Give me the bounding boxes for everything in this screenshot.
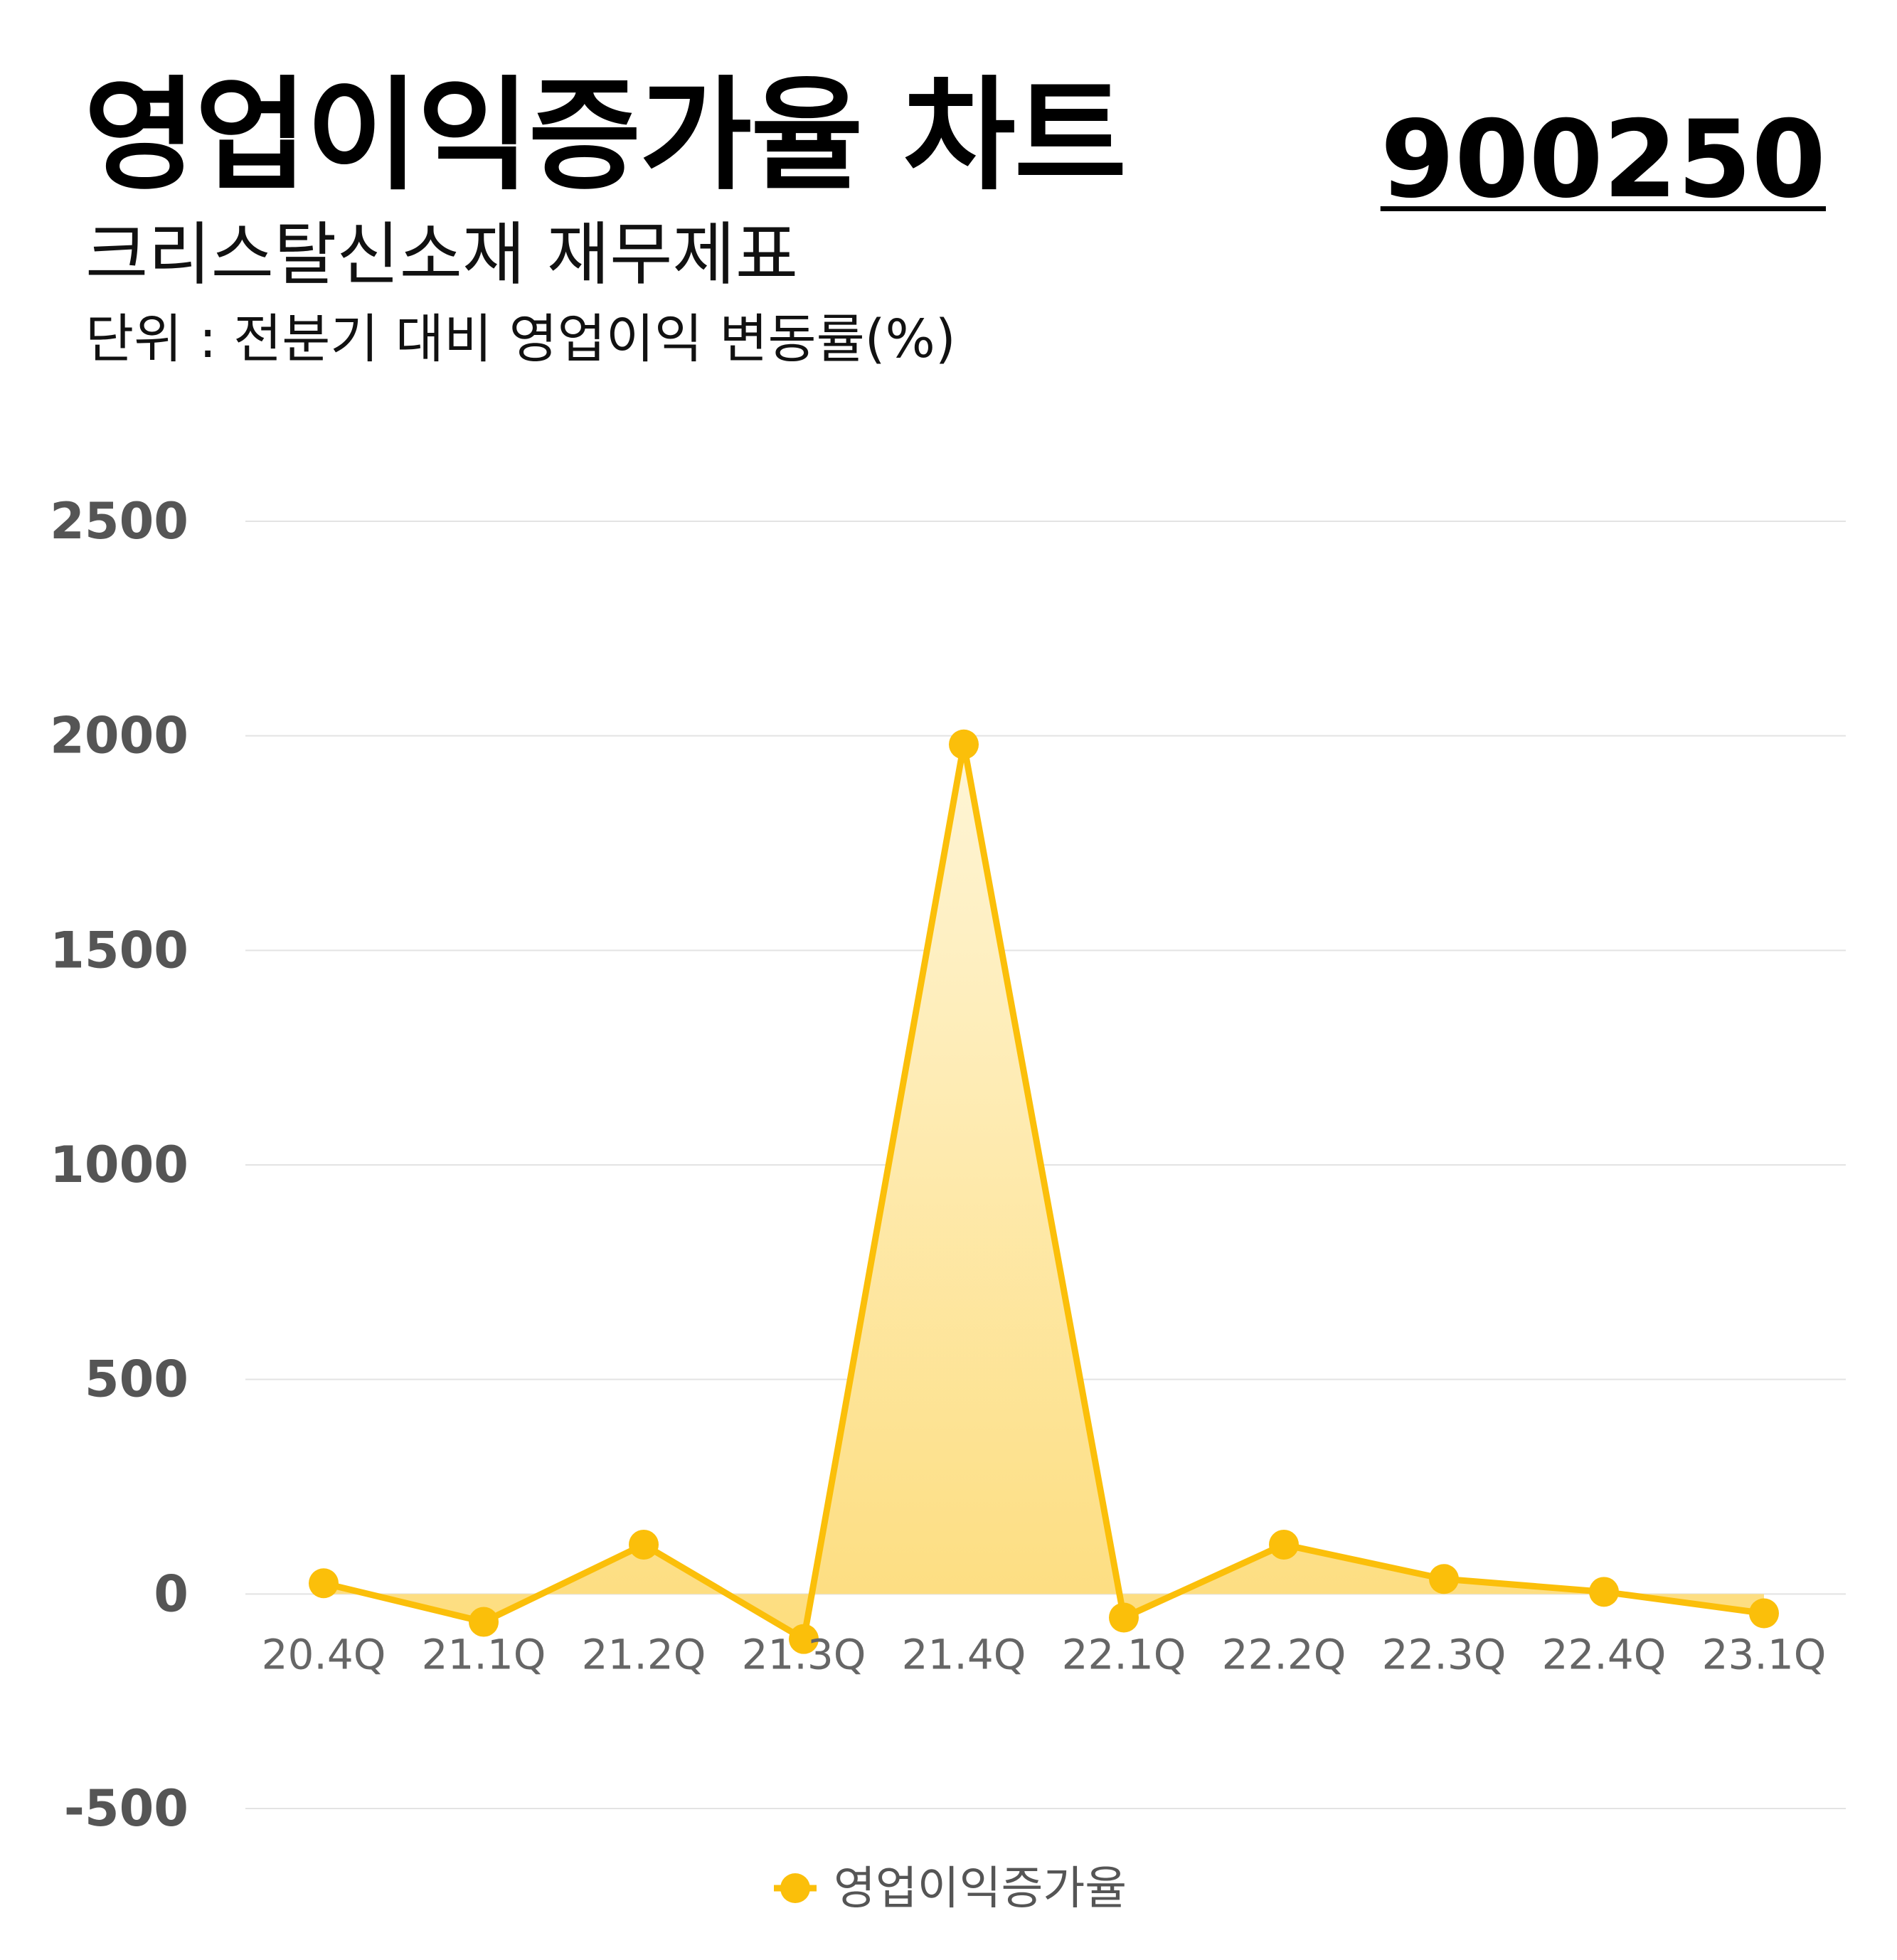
y-tick-label: -500 (64, 1779, 188, 1838)
y-tick-label: 0 (154, 1565, 188, 1623)
data-point-20.4Q[interactable] (309, 1568, 339, 1599)
data-point-layer (309, 729, 1779, 1654)
data-point-21.1Q[interactable] (469, 1607, 499, 1637)
x-tick-label: 20.4Q (262, 1630, 386, 1678)
data-point-21.2Q[interactable] (629, 1529, 659, 1560)
x-tick-label: 21.2Q (582, 1630, 706, 1678)
chart-title: 영업이익증가율 차트 (84, 64, 1127, 207)
x-tick-label: 22.4Q (1542, 1630, 1667, 1678)
x-tick-label: 21.4Q (902, 1630, 1026, 1678)
series-line (320, 741, 1768, 1643)
unit-label: 단위 : 전분기 대비 영업이익 변동률(%) (85, 309, 956, 370)
y-tick-label: 500 (85, 1351, 188, 1409)
x-tick-label: 21.3Q (742, 1630, 866, 1678)
data-point-22.1Q[interactable] (1109, 1602, 1139, 1633)
legend-label: 영업이익증가율 (834, 1863, 1127, 1915)
data-point-22.4Q[interactable] (1589, 1577, 1619, 1607)
y-axis-ticks: 2500 2000 1500 1000 500 0 -500 (50, 492, 188, 1838)
data-point-22.2Q[interactable] (1269, 1529, 1299, 1560)
data-point-23.1Q[interactable] (1749, 1598, 1779, 1629)
x-tick-label: 22.1Q (1062, 1630, 1186, 1678)
y-tick-label: 1000 (50, 1136, 188, 1194)
data-point-22.3Q[interactable] (1429, 1564, 1459, 1594)
ticker-code: 900250 (1380, 98, 1826, 222)
chart-subtitle: 크리스탈신소재 재무제표 (85, 215, 799, 294)
legend-dot-marker (780, 1873, 810, 1903)
legend[interactable]: 영업이익증가율 (774, 1863, 1127, 1915)
data-point-21.4Q[interactable] (949, 729, 979, 760)
y-tick-label: 2000 (50, 707, 188, 765)
x-axis-ticks: 20.4Q 21.1Q 21.2Q 21.3Q 21.4Q 22.1Q 22.2Q 22.3Q… (262, 1630, 1827, 1678)
y-tick-label: 2500 (50, 492, 188, 550)
x-tick-label: 21.1Q (422, 1630, 546, 1678)
series-line-layer (320, 741, 1768, 1643)
y-tick-label: 1500 (50, 921, 188, 979)
x-tick-label: 22.2Q (1222, 1630, 1346, 1678)
data-point-21.3Q[interactable] (789, 1624, 819, 1654)
x-tick-label: 22.3Q (1382, 1630, 1507, 1678)
x-tick-label: 23.1Q (1702, 1630, 1827, 1678)
